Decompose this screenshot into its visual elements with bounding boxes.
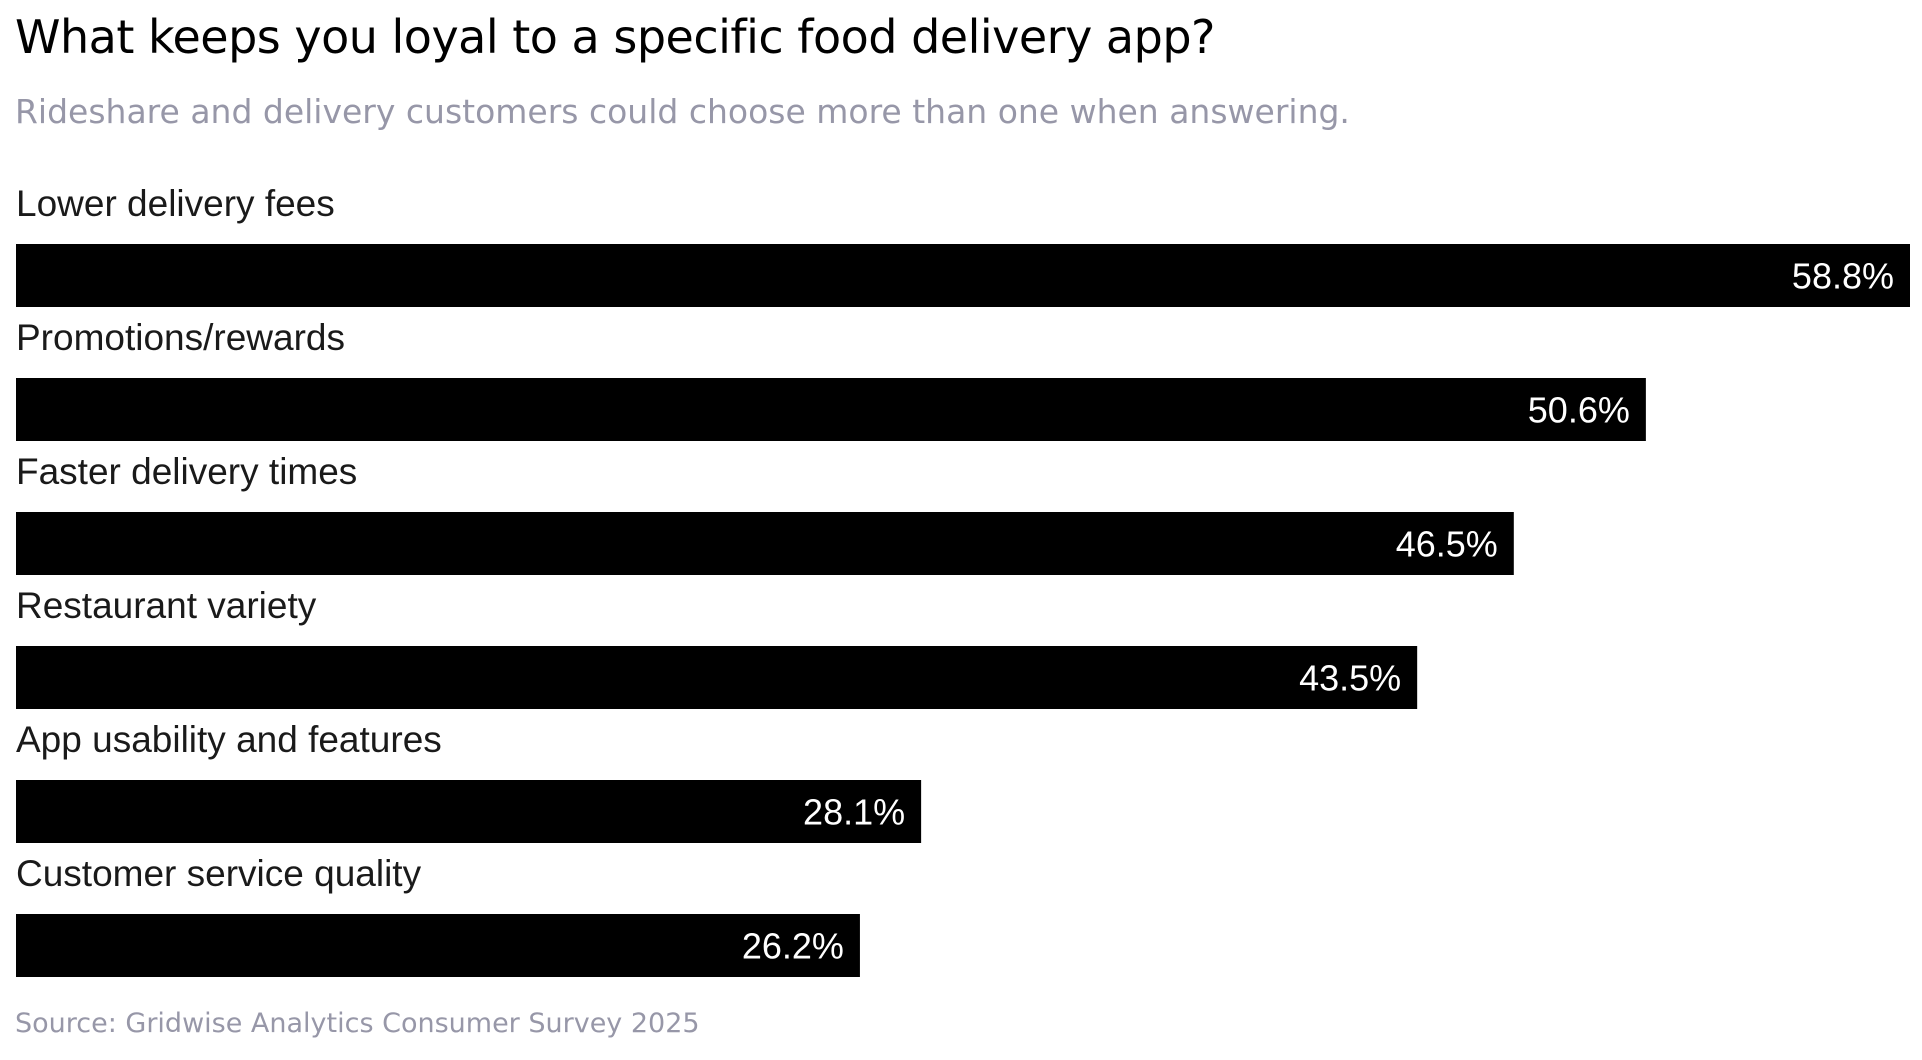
- bar: [16, 780, 922, 843]
- bar: [16, 914, 860, 977]
- bar: [16, 244, 1910, 307]
- category-label: Faster delivery times: [16, 451, 357, 492]
- value-label: 58.8%: [1792, 256, 1894, 297]
- value-label: 43.5%: [1299, 658, 1401, 699]
- bar: [16, 646, 1418, 709]
- bar: [16, 512, 1514, 575]
- category-label: Lower delivery fees: [16, 183, 335, 224]
- value-label: 50.6%: [1528, 390, 1630, 431]
- category-label: App usability and features: [16, 719, 442, 760]
- category-label: Customer service quality: [16, 853, 422, 894]
- value-label: 46.5%: [1396, 524, 1498, 565]
- chart-source: Source: Gridwise Analytics Consumer Surv…: [15, 1008, 700, 1039]
- chart-title: What keeps you loyal to a specific food …: [15, 10, 1215, 64]
- chart-subtitle: Rideshare and delivery customers could c…: [15, 92, 1350, 131]
- value-label: 28.1%: [803, 792, 905, 833]
- category-label: Restaurant variety: [16, 585, 317, 626]
- bar: [16, 378, 1646, 441]
- value-label: 26.2%: [742, 926, 844, 967]
- category-label: Promotions/rewards: [16, 317, 345, 358]
